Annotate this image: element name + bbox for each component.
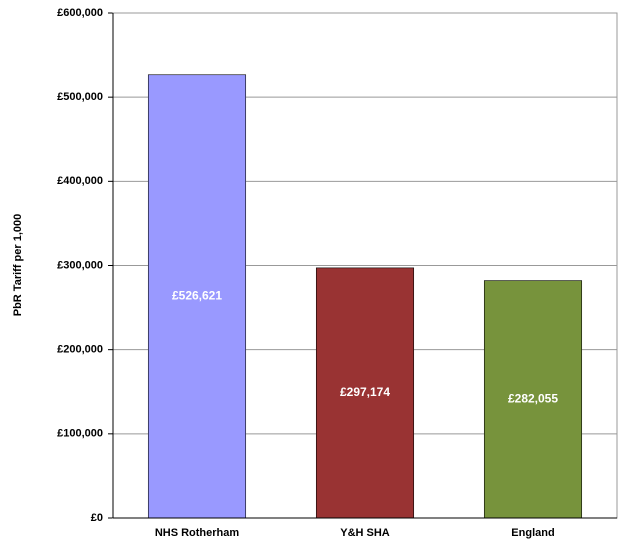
y-axis-title: PbR Tariff per 1,000 bbox=[12, 214, 24, 317]
y-tick-label: £200,000 bbox=[57, 344, 103, 356]
x-tick-label: Y&H SHA bbox=[340, 527, 390, 539]
y-tick-label: £100,000 bbox=[57, 428, 103, 440]
bar bbox=[483, 280, 583, 519]
y-tick-label: £600,000 bbox=[57, 7, 103, 19]
value-label: £297,174 bbox=[340, 385, 390, 399]
value-label: £282,055 bbox=[508, 391, 558, 405]
x-tick-label: NHS Rotherham bbox=[155, 527, 240, 539]
y-tick-label: £0 bbox=[91, 512, 103, 524]
value-label: £526,621 bbox=[172, 289, 222, 303]
x-tick-label: England bbox=[511, 527, 554, 539]
y-tick-label: £300,000 bbox=[57, 259, 103, 271]
bar bbox=[147, 74, 247, 519]
y-tick-label: £400,000 bbox=[57, 175, 103, 187]
bar bbox=[315, 267, 415, 519]
y-tick-label: £500,000 bbox=[57, 91, 103, 103]
